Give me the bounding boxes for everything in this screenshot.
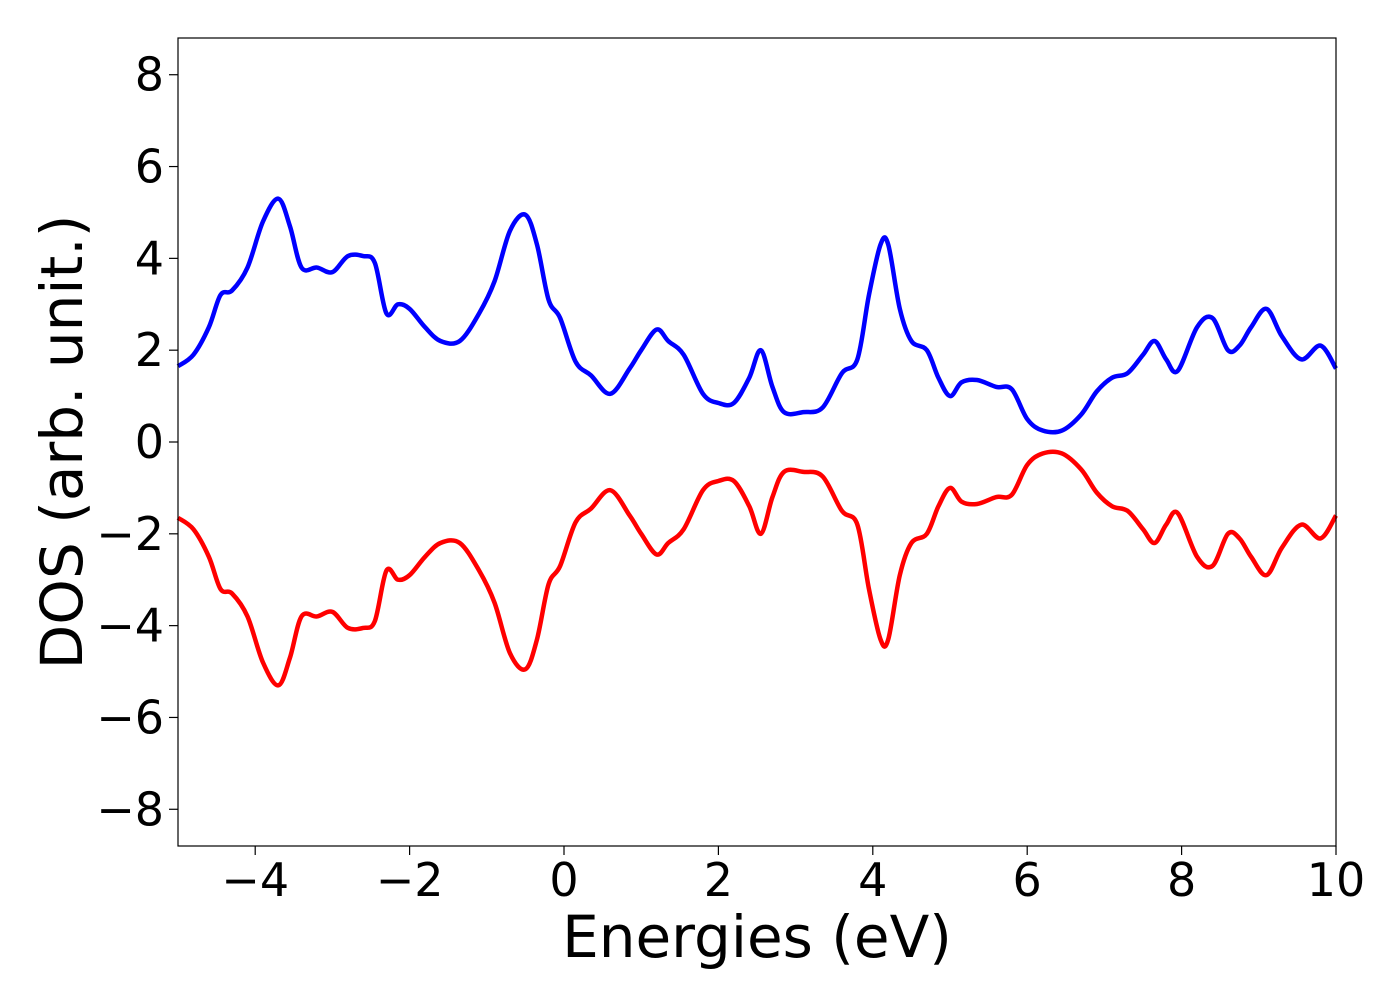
x-tick-label: 8	[1167, 853, 1196, 907]
series-line-up	[176, 196, 1338, 435]
x-tick-label: 2	[704, 853, 733, 907]
y-tick-label: 6	[135, 140, 164, 194]
x-tick-label: 0	[549, 853, 578, 907]
x-axis-label: Energies (eV)	[562, 903, 952, 971]
x-tick-label: 10	[1307, 853, 1366, 907]
y-tick-label: −6	[96, 690, 164, 744]
y-axis-label: DOS (arb. unit.)	[28, 215, 96, 670]
y-tick-label: 0	[135, 415, 164, 469]
y-tick-label: −8	[96, 782, 164, 836]
x-tick-label: 4	[858, 853, 887, 907]
x-tick-label: −4	[221, 853, 289, 907]
y-tick-label: 2	[135, 323, 164, 377]
x-axis: −4 −2 0 2 4 6 8 10	[221, 846, 1365, 907]
y-tick-label: 8	[135, 48, 164, 102]
series-line-down	[176, 449, 1338, 688]
y-tick-label: −2	[96, 507, 164, 561]
y-axis: 8 6 4 2 0 −2 −4 −6 −8	[96, 48, 178, 836]
series-layer	[176, 196, 1338, 688]
x-tick-label: 6	[1013, 853, 1042, 907]
x-tick-label: −2	[376, 853, 444, 907]
y-tick-label: 4	[135, 231, 164, 285]
y-tick-label: −4	[96, 599, 164, 653]
